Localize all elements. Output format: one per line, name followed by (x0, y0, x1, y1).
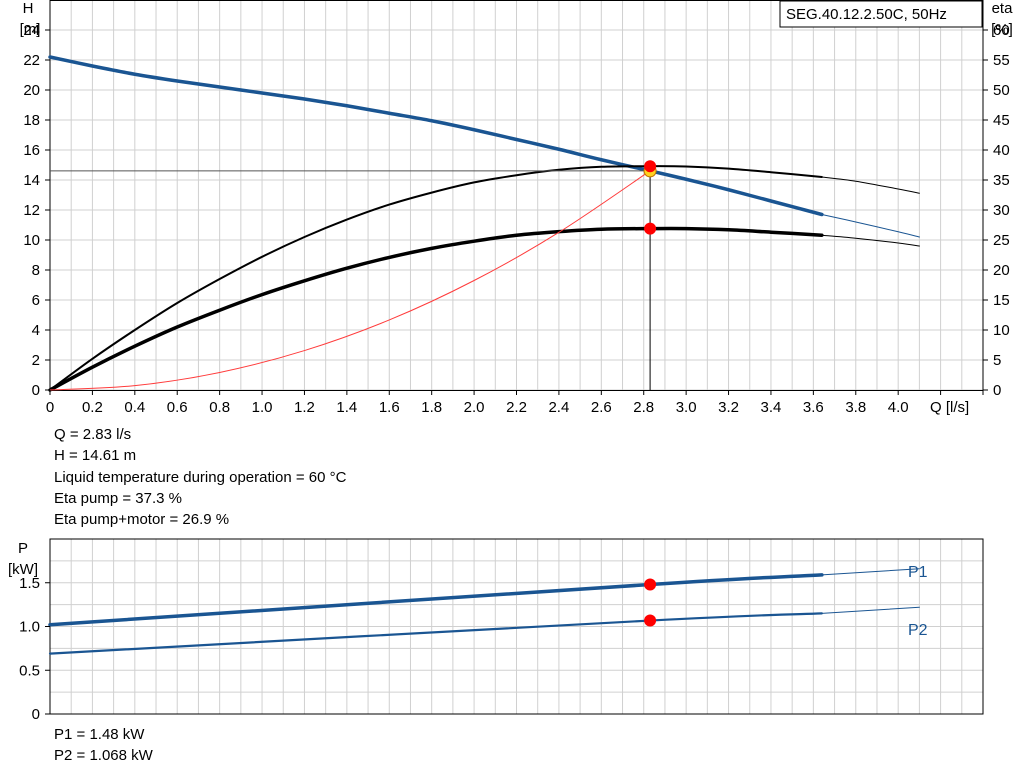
eta-pump-extension-curve (821, 176, 920, 194)
head-extension-curve (821, 214, 920, 238)
p2-curve (48, 612, 823, 655)
x-tick-label: 3.4 (761, 399, 782, 416)
y-right-tick-label: 60 (993, 22, 1010, 39)
operating-point-p1-marker (644, 578, 657, 591)
y-right-tick-label: 0 (993, 382, 1001, 399)
power-axis-unit: [kW] (8, 561, 38, 578)
power-y-tick-label: 1.0 (19, 619, 40, 636)
x-tick-label: 2.4 (548, 399, 569, 416)
y-right-tick-label: 15 (993, 292, 1010, 309)
y-right-tick-label: 40 (993, 142, 1010, 159)
p1-curve (48, 573, 824, 627)
x-tick-label: 1.4 (336, 399, 357, 416)
head-axis-unit: [m] (20, 21, 41, 38)
y-right-tick-label: 10 (993, 322, 1010, 339)
model-title-box (779, 0, 983, 28)
p1-series-label: P1 (908, 564, 928, 581)
power-axis-label: P (18, 540, 28, 557)
power-y-tick-label: 1.5 (19, 575, 40, 592)
x-tick-label: 1.2 (294, 399, 315, 416)
eta-pump-curve (49, 165, 823, 391)
y-right-tick-label: 50 (993, 82, 1010, 99)
y-right-tick-label: 20 (993, 262, 1010, 279)
x-tick-label: 0.4 (124, 399, 145, 416)
eta-pump-motor-extension-curve (821, 234, 920, 247)
model-title: SEG.40.12.2.50C, 50Hz (786, 6, 947, 23)
x-tick-label: 3.0 (676, 399, 697, 416)
x-tick-label: 1.8 (421, 399, 442, 416)
y-tick-label: 12 (23, 202, 40, 219)
y-tick-label: 0 (32, 382, 40, 399)
y-tick-label: 8 (32, 262, 40, 279)
info-liquid-temperature: Liquid temperature during operation = 60… (54, 468, 347, 486)
x-tick-label: 2.2 (506, 399, 527, 416)
system-curve-curve (49, 170, 651, 391)
operating-point-info: Q = 2.83 l/s H = 14.61 m Liquid temperat… (54, 424, 346, 530)
y-tick-label: 18 (23, 112, 40, 129)
operating-point-eta-pump-marker (644, 160, 657, 173)
y-right-tick-label: 35 (993, 172, 1010, 189)
head-chart-grid (49, 0, 984, 391)
flow-axis-label: Q [l/s] (930, 399, 969, 416)
p2-series-label: P2 (908, 622, 928, 639)
x-tick-label: 1.0 (252, 399, 273, 416)
y-tick-label: 20 (23, 82, 40, 99)
y-tick-label: 6 (32, 292, 40, 309)
info-p1: P1 = 1.48 kW (54, 726, 145, 743)
info-flow: Q = 2.83 l/s (54, 426, 132, 443)
y-right-tick-label: 45 (993, 112, 1010, 129)
eta-pump-motor-curve (48, 226, 824, 392)
head-axis-label: H (23, 0, 34, 17)
y-tick-label: 22 (23, 52, 40, 69)
x-tick-label: 3.8 (845, 399, 866, 416)
power-info: P1 = 1.48 kW P2 = 1.068 kW (54, 724, 153, 767)
y-tick-label: 10 (23, 232, 40, 249)
y-tick-label: 24 (23, 22, 40, 39)
x-tick-label: 3.6 (803, 399, 824, 416)
y-tick-label: 14 (23, 172, 40, 189)
x-tick-label: 1.6 (379, 399, 400, 416)
x-tick-label: 3.2 (718, 399, 739, 416)
y-tick-label: 16 (23, 142, 40, 159)
y-right-tick-label: 5 (993, 352, 1001, 369)
y-right-tick-label: 30 (993, 202, 1010, 219)
head-curve (48, 55, 824, 217)
eta-axis-unit: [%] (991, 21, 1013, 38)
power-y-tick-label: 0.5 (19, 662, 40, 679)
y-tick-label: 4 (32, 322, 40, 339)
x-tick-label: 4.0 (888, 399, 909, 416)
x-tick-label: 0.2 (82, 399, 103, 416)
info-p2: P2 = 1.068 kW (54, 747, 153, 765)
marker-layer (50, 160, 657, 627)
x-tick-label: 2.0 (464, 399, 485, 416)
x-tick-label: 0 (46, 399, 54, 416)
power-chart-grid (49, 538, 984, 715)
info-eta-pump: Eta pump = 37.3 % (54, 489, 182, 507)
p2-extension-curve (821, 606, 920, 614)
y-right-tick-label: 25 (993, 232, 1010, 249)
x-tick-label: 2.6 (591, 399, 612, 416)
eta-axis-label: eta (992, 0, 1014, 17)
y-tick-label: 2 (32, 352, 40, 369)
info-eta-pump-motor: Eta pump+motor = 26.9 % (54, 511, 230, 529)
operating-point-eta-pump-motor-marker (644, 222, 657, 235)
x-tick-label: 0.8 (209, 399, 230, 416)
y-right-tick-label: 55 (993, 52, 1010, 69)
info-head: H = 14.61 m (54, 447, 137, 465)
p1-extension-curve (821, 568, 920, 576)
x-tick-label: 2.8 (633, 399, 654, 416)
series-layer (48, 55, 920, 655)
x-tick-label: 0.6 (167, 399, 188, 416)
power-y-tick-label: 0 (32, 706, 40, 723)
operating-point-p2-marker (644, 614, 657, 627)
labels-layer: 0 0.2 0.4 0.6 0.8 1.0 1.2 1.4 1.6 1.8 2.0 2.2 2.4 2.6… (19, 22, 1010, 723)
